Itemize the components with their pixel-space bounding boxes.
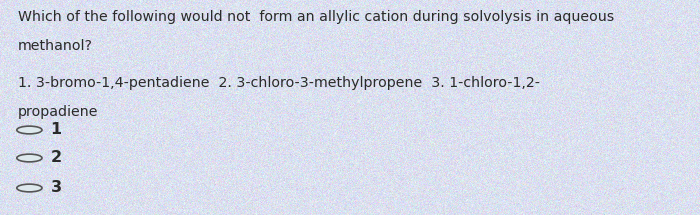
Circle shape [17,126,42,134]
Text: Which of the following would not  form an allylic cation during solvolysis in aq: Which of the following would not form an… [18,10,614,24]
Text: 2: 2 [50,150,62,166]
Text: methanol?: methanol? [18,39,92,53]
Circle shape [17,184,42,192]
Text: 1. 3-bromo-1,4-pentadiene  2. 3-chloro-3-methylpropene  3. 1-chloro-1,2-: 1. 3-bromo-1,4-pentadiene 2. 3-chloro-3-… [18,76,540,90]
Text: 1: 1 [50,123,62,138]
Text: 3: 3 [50,181,62,195]
Text: propadiene: propadiene [18,105,98,119]
Circle shape [17,154,42,162]
